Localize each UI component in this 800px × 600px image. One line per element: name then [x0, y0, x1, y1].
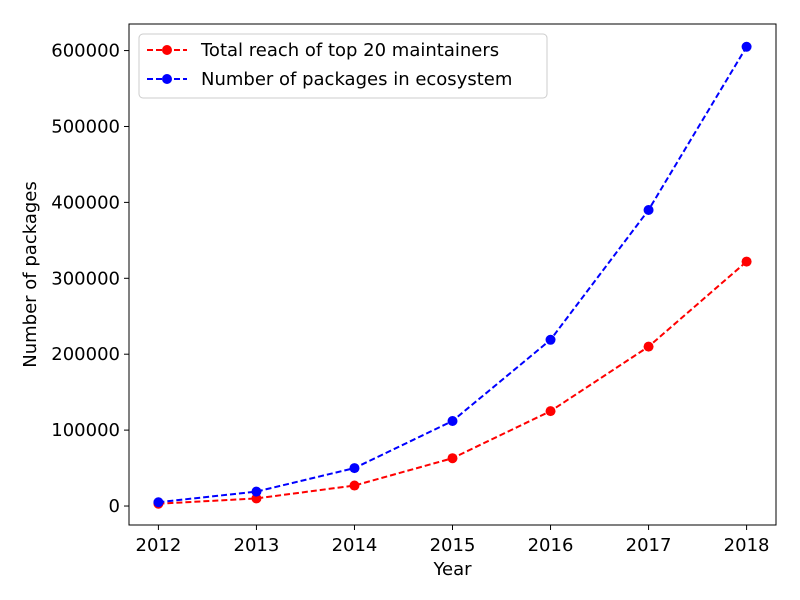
x-axis-title: Year — [432, 559, 472, 580]
y-tick-label: 500000 — [51, 116, 120, 137]
data-point — [153, 497, 164, 508]
data-point — [741, 41, 752, 52]
legend-marker-reach — [162, 45, 172, 55]
y-tick-label: 400000 — [51, 192, 120, 213]
legend: Total reach of top 20 maintainers Number… — [138, 33, 548, 99]
x-tick-label: 2013 — [234, 535, 280, 556]
x-axis-ticks: 2012 2013 2014 2015 2016 2017 2018 — [136, 525, 770, 556]
x-tick-label: 2016 — [528, 535, 574, 556]
x-tick-label: 2012 — [136, 535, 182, 556]
x-tick-label: 2014 — [332, 535, 378, 556]
legend-marker-packages — [162, 74, 172, 84]
y-axis-title: Number of packages — [20, 181, 41, 367]
data-point — [251, 486, 262, 497]
x-tick-label: 2015 — [430, 535, 476, 556]
y-axis-ticks: 0 100000 200000 300000 400000 500000 600000 — [51, 41, 129, 517]
y-tick-label: 600000 — [51, 41, 120, 62]
data-point — [545, 406, 556, 417]
legend-label-packages: Number of packages in ecosystem — [201, 69, 512, 90]
legend-box — [138, 33, 548, 99]
x-tick-label: 2017 — [626, 535, 672, 556]
x-tick-label: 2018 — [724, 535, 770, 556]
data-point — [741, 256, 752, 267]
data-point — [251, 493, 262, 504]
data-point — [349, 480, 360, 491]
legend-label-reach: Total reach of top 20 maintainers — [200, 40, 499, 61]
data-point — [643, 204, 654, 215]
series-layer — [153, 41, 752, 509]
y-tick-label: 100000 — [51, 420, 120, 441]
data-point — [643, 341, 654, 352]
y-tick-label: 0 — [109, 496, 120, 517]
data-point — [447, 416, 458, 427]
data-point — [545, 334, 556, 345]
data-point — [447, 453, 458, 464]
data-point — [349, 463, 360, 474]
y-tick-label: 200000 — [51, 344, 120, 365]
y-tick-label: 300000 — [51, 268, 120, 289]
